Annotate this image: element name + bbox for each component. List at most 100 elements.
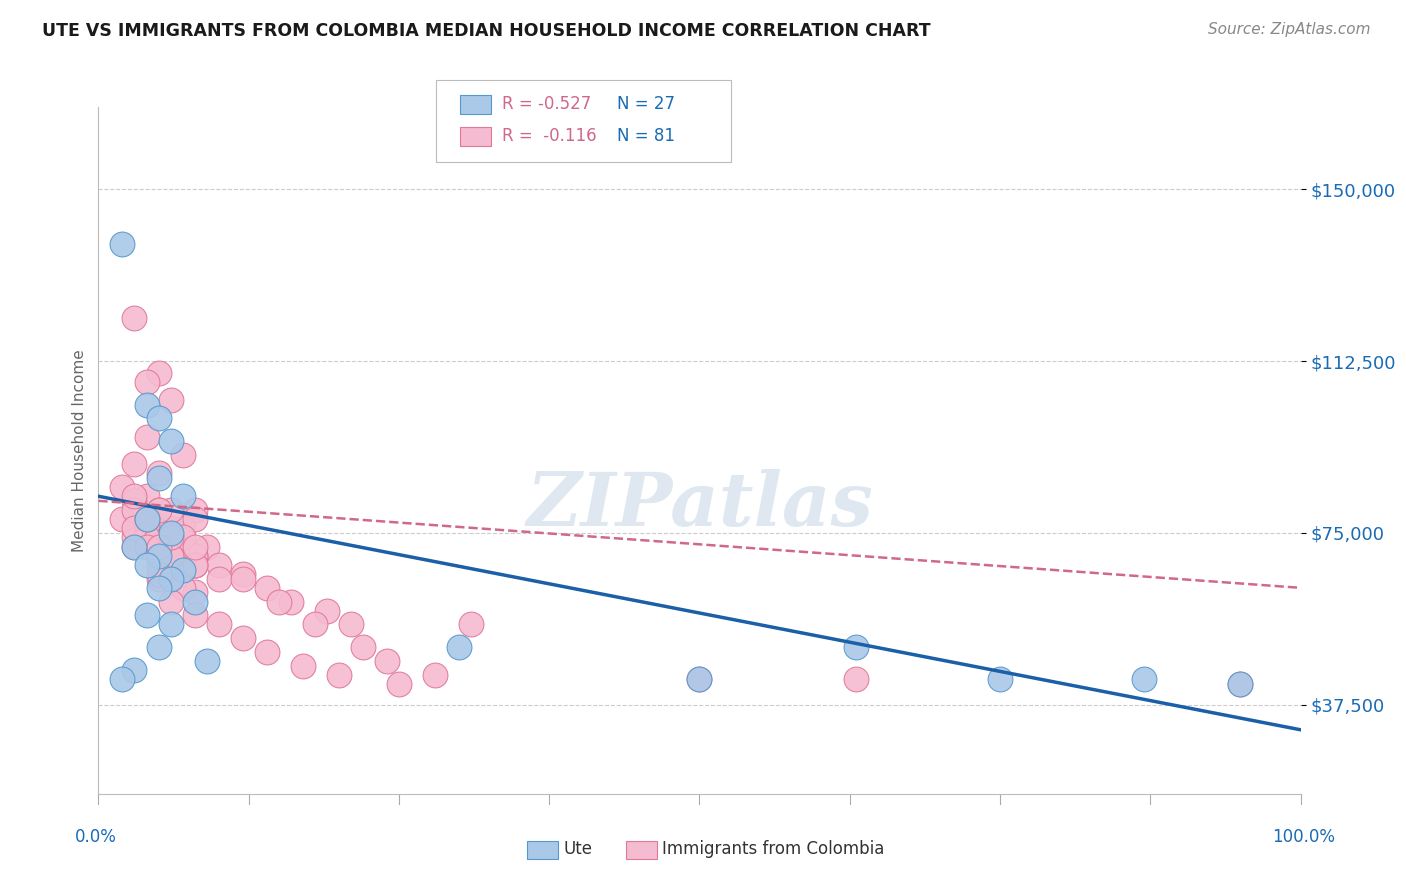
Point [267, 594, 290, 608]
Point [447, 640, 470, 655]
Point [183, 549, 205, 563]
Point [111, 237, 134, 252]
Point [148, 640, 170, 655]
Point [256, 581, 278, 595]
Point [124, 457, 146, 471]
Point [195, 654, 218, 668]
Point [124, 493, 146, 508]
Point [352, 640, 374, 655]
Point [183, 558, 205, 572]
Point [148, 512, 170, 526]
Text: UTE VS IMMIGRANTS FROM COLOMBIA MEDIAN HOUSEHOLD INCOME CORRELATION CHART: UTE VS IMMIGRANTS FROM COLOMBIA MEDIAN H… [42, 22, 931, 40]
Point [183, 594, 205, 608]
Text: R = -0.527: R = -0.527 [502, 95, 591, 113]
Point [375, 654, 398, 668]
Point [135, 398, 157, 412]
Point [135, 516, 157, 531]
Point [135, 558, 157, 572]
Point [159, 617, 181, 632]
Point [183, 585, 205, 599]
Text: Immigrants from Colombia: Immigrants from Colombia [662, 840, 884, 858]
Point [388, 677, 411, 691]
Point [148, 503, 170, 517]
Point [148, 549, 170, 563]
Point [172, 448, 194, 462]
Point [111, 480, 134, 494]
Text: 100.0%: 100.0% [1272, 828, 1334, 846]
Point [159, 531, 181, 545]
Point [135, 540, 157, 554]
Point [1229, 677, 1251, 691]
Point [159, 393, 181, 408]
Text: N = 81: N = 81 [617, 128, 675, 145]
Point [172, 562, 194, 576]
Point [159, 531, 181, 545]
Point [195, 540, 218, 554]
Text: Source: ZipAtlas.com: Source: ZipAtlas.com [1208, 22, 1371, 37]
Point [148, 567, 170, 582]
Point [172, 562, 194, 576]
Point [280, 594, 302, 608]
Point [328, 668, 350, 682]
Point [183, 558, 205, 572]
Point [1229, 677, 1251, 691]
Point [148, 471, 170, 485]
Text: Ute: Ute [564, 840, 593, 858]
Point [135, 375, 157, 389]
Point [159, 503, 181, 517]
Point [124, 540, 146, 554]
Point [159, 549, 181, 563]
Point [845, 673, 868, 687]
Point [159, 434, 181, 449]
Point [135, 525, 157, 540]
Point [148, 467, 170, 481]
Point [135, 512, 157, 526]
Point [135, 521, 157, 535]
Point [124, 310, 146, 325]
Y-axis label: Median Household Income: Median Household Income [72, 349, 87, 552]
Point [232, 631, 254, 645]
Point [232, 567, 254, 582]
Text: N = 27: N = 27 [617, 95, 675, 113]
Point [159, 521, 181, 535]
Point [183, 512, 205, 526]
Point [208, 617, 231, 632]
Text: R =  -0.116: R = -0.116 [502, 128, 596, 145]
Point [135, 608, 157, 623]
Point [159, 572, 181, 586]
Point [172, 558, 194, 572]
Text: ZIPatlas: ZIPatlas [526, 469, 873, 541]
Point [111, 512, 134, 526]
Point [124, 663, 146, 677]
Point [208, 558, 231, 572]
Point [135, 531, 157, 545]
Point [135, 512, 157, 526]
Point [291, 658, 314, 673]
Point [172, 521, 194, 535]
Point [124, 531, 146, 545]
Point [172, 489, 194, 503]
Point [124, 503, 146, 517]
Point [423, 668, 446, 682]
Point [845, 640, 868, 655]
Point [172, 531, 194, 545]
Point [159, 594, 181, 608]
Point [256, 645, 278, 659]
Point [124, 540, 146, 554]
Point [988, 673, 1011, 687]
Point [124, 521, 146, 535]
Point [340, 617, 363, 632]
Point [159, 540, 181, 554]
Point [135, 512, 157, 526]
Text: 0.0%: 0.0% [75, 828, 117, 846]
Point [148, 549, 170, 563]
Point [183, 540, 205, 554]
Point [183, 503, 205, 517]
Point [135, 489, 157, 503]
Point [159, 525, 181, 540]
Point [148, 558, 170, 572]
Point [111, 673, 134, 687]
Point [148, 503, 170, 517]
Point [304, 617, 326, 632]
Point [172, 540, 194, 554]
